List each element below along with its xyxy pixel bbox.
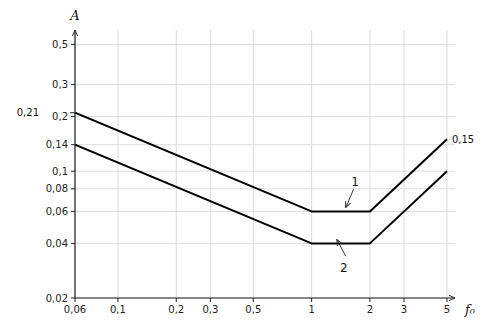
x-tick xyxy=(75,298,76,302)
x-tick xyxy=(253,298,254,302)
x-tick-label: 0,5 xyxy=(245,304,261,315)
y-tick xyxy=(71,298,75,299)
chart: 0,060,10,20,30,512350,020,040,060,080,10… xyxy=(0,0,495,326)
y-axis xyxy=(74,30,75,298)
y-tick xyxy=(71,211,75,212)
grid-line xyxy=(176,30,177,298)
grid-line xyxy=(311,30,312,298)
x-tick-label: 5 xyxy=(444,304,450,315)
grid-line xyxy=(210,30,211,298)
x-tick-label: 3 xyxy=(401,304,407,315)
y-tick-label: 0,5 xyxy=(52,39,68,50)
x-tick-label: 0,1 xyxy=(110,304,126,315)
x-tick xyxy=(117,298,118,302)
x-tick xyxy=(311,298,312,302)
curve-label: 2 xyxy=(340,261,348,275)
y-tick xyxy=(71,188,75,189)
grid-line xyxy=(369,30,370,298)
grid-line xyxy=(75,30,76,298)
x-tick xyxy=(404,298,405,302)
grid-line xyxy=(117,30,118,298)
value-annotation: 0,21 xyxy=(17,107,39,118)
x-tick-label: 1 xyxy=(308,304,314,315)
y-axis-label: A xyxy=(69,8,79,23)
lines xyxy=(75,113,447,244)
x-tick-label: 0,3 xyxy=(202,304,218,315)
x-tick xyxy=(210,298,211,302)
x-tick-label: 0,2 xyxy=(168,304,184,315)
x-tick xyxy=(176,298,177,302)
grid-line xyxy=(75,116,455,117)
grid-line xyxy=(75,211,455,212)
y-tick-label: 0,14 xyxy=(46,139,68,150)
y-tick-label: 0,06 xyxy=(46,206,68,217)
annotation-arrow xyxy=(346,189,354,208)
y-tick xyxy=(71,243,75,244)
annotation-tick xyxy=(70,112,75,113)
y-tick-label: 0,3 xyxy=(52,79,68,90)
grid xyxy=(75,30,455,298)
grid-line xyxy=(446,30,447,298)
x-tick-label: 2 xyxy=(367,304,373,315)
grid-line xyxy=(75,188,455,189)
value-annotation: 0,15 xyxy=(452,134,474,145)
x-axis xyxy=(75,297,455,298)
curve-label: 1 xyxy=(351,175,359,189)
grid-line xyxy=(75,84,455,85)
y-tick-label: 0,08 xyxy=(46,183,68,194)
x-tick xyxy=(446,298,447,302)
grid-line xyxy=(75,171,455,172)
y-tick xyxy=(71,84,75,85)
axes: 0,06 0,1 0,2 0,3 0,5 1 2 3 5 0,02 0,04 0,06 0,08 0,1 0… xyxy=(46,30,455,315)
grid-line xyxy=(75,44,455,45)
y-tick-label: 0,04 xyxy=(46,238,68,249)
y-tick-label: 0,2 xyxy=(52,111,68,122)
annotations: 0,21 0,15 1 2 xyxy=(17,107,475,274)
y-tick-label: 0,02 xyxy=(46,293,68,304)
y-tick-label: 0,1 xyxy=(52,166,68,177)
annotation-arrow xyxy=(337,240,346,257)
grid-line xyxy=(75,298,455,299)
y-tick xyxy=(71,44,75,45)
y-tick xyxy=(71,116,75,117)
x-tick-label: 0,06 xyxy=(64,304,86,315)
grid-line xyxy=(75,144,455,145)
grid-line xyxy=(404,30,405,298)
y-tick xyxy=(71,144,75,145)
x-axis-label: f₀ xyxy=(464,302,476,317)
y-tick xyxy=(71,171,75,172)
x-tick xyxy=(369,298,370,302)
line-series xyxy=(75,113,447,212)
grid-line xyxy=(253,30,254,298)
line-series xyxy=(75,145,447,244)
grid-line xyxy=(75,243,455,244)
